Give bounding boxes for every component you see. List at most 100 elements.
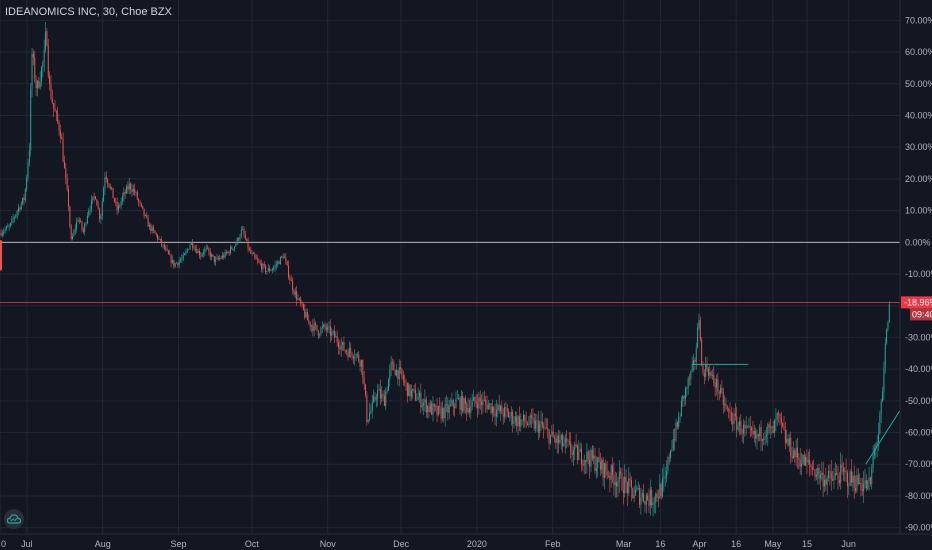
candle-body — [517, 416, 519, 427]
candle-body — [645, 495, 647, 505]
candle-body — [342, 342, 344, 345]
tradingview-cloud-icon[interactable] — [4, 509, 24, 529]
candle-body — [378, 389, 380, 391]
candle-body — [250, 250, 252, 254]
candle-body — [525, 422, 527, 424]
price-axis[interactable]: 70.00% 60.00% 50.00% 40.00% 30.00% 20.00% 10.0… — [899, 0, 932, 534]
y-tick-label: 0.00% — [905, 237, 931, 247]
candle-body — [805, 457, 807, 466]
candle-body — [698, 320, 700, 328]
candle-body — [204, 248, 206, 253]
candle-body — [69, 206, 71, 227]
candle-body — [211, 254, 213, 258]
candle-body — [358, 354, 360, 362]
candle-body — [605, 463, 607, 472]
candle-body — [50, 83, 52, 99]
candle-body — [621, 473, 623, 490]
candle-body — [365, 384, 366, 396]
candle-body — [329, 326, 331, 336]
candle-body — [522, 415, 524, 421]
candle-body — [120, 200, 122, 206]
candle-body — [333, 331, 335, 338]
candle-body — [489, 403, 491, 405]
candle-body — [643, 493, 645, 502]
candle-body — [150, 224, 152, 232]
candle-body — [830, 472, 832, 480]
candle-body — [751, 427, 753, 431]
candle-body — [540, 421, 542, 425]
candle-body — [682, 395, 684, 401]
candle-body — [49, 76, 51, 84]
candle-body — [286, 261, 288, 266]
candle-body — [456, 398, 458, 400]
candle-body — [666, 471, 668, 477]
candle-body — [466, 403, 468, 413]
candle-body — [702, 366, 704, 374]
y-tick-label: -50.00% — [905, 396, 932, 406]
candle-body — [381, 394, 383, 399]
candle-body — [838, 479, 840, 484]
candle-body — [235, 243, 237, 247]
candle-body — [301, 303, 303, 305]
candle-body — [224, 252, 226, 258]
candle-body — [603, 463, 605, 478]
candle-body — [884, 343, 886, 368]
candle-body — [441, 408, 443, 419]
candle-body — [664, 476, 666, 478]
candle-body — [343, 342, 345, 351]
candle-body — [404, 380, 406, 382]
candle-body — [599, 462, 601, 470]
candle-body — [20, 203, 22, 210]
candle-body — [595, 467, 597, 472]
candle-body — [798, 457, 800, 460]
candle-body — [11, 219, 13, 223]
x-tick-label: 16 — [731, 539, 741, 549]
candle-body — [570, 442, 572, 453]
candle-body — [840, 464, 842, 484]
y-tick-label: -70.00% — [905, 459, 932, 469]
candle-body — [203, 252, 204, 255]
candle-body — [521, 419, 523, 421]
candle-body — [794, 450, 796, 458]
y-tick-label: 50.00% — [905, 79, 932, 89]
candle-body — [51, 98, 53, 104]
candle-body — [24, 189, 26, 201]
candle-body — [288, 265, 290, 278]
y-tick-label: -30.00% — [905, 332, 932, 342]
candle-body — [136, 192, 138, 200]
candle-body — [302, 303, 304, 310]
candle-body — [841, 464, 843, 468]
candle-body — [230, 247, 231, 254]
candle-body — [370, 411, 372, 414]
candle-body — [501, 406, 503, 414]
candle-body — [281, 256, 283, 258]
candle-body — [36, 81, 38, 89]
candle-body — [243, 228, 245, 235]
candle-body — [690, 370, 692, 380]
candle-body — [146, 215, 148, 218]
candle-body — [721, 388, 723, 393]
candle-body — [869, 477, 871, 484]
candle-body — [608, 475, 609, 477]
candle-body — [392, 361, 393, 363]
candle-body — [782, 422, 784, 427]
candle-body — [247, 240, 249, 249]
candle-body — [551, 431, 553, 435]
candle-body — [32, 53, 34, 58]
time-axis[interactable]: 0 Jul Aug Sep Oct Nov Dec 2020 Feb Mar 16 Apr 16 May 1… — [0, 533, 932, 549]
candle-body — [238, 238, 240, 240]
candle-body — [470, 406, 472, 413]
candle-body — [252, 253, 254, 255]
candle-body — [232, 249, 234, 250]
candle-body — [163, 244, 165, 249]
candle-body — [883, 367, 885, 392]
candle-body — [575, 444, 577, 446]
x-tick-label: 15 — [802, 539, 812, 549]
candle-body — [155, 233, 157, 235]
candle-body — [213, 256, 215, 263]
candle-body — [647, 495, 649, 500]
candle-body — [865, 480, 867, 489]
candle-body — [872, 455, 874, 469]
candle-body — [143, 208, 145, 216]
